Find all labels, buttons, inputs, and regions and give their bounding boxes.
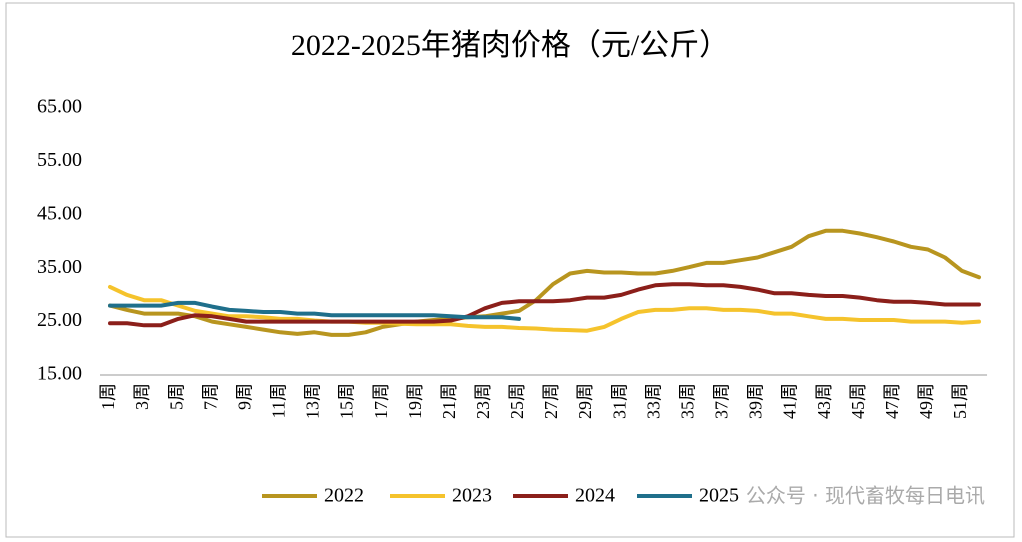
x-tick-label: 5周	[166, 383, 186, 410]
x-tick-label: 15周	[337, 383, 357, 419]
chart-title: 2022-2025年猪肉价格（元/公斤）	[291, 29, 729, 62]
x-tick-label: 37周	[712, 383, 732, 419]
watermark: 公众号 · 现代畜牧每日电讯	[746, 484, 985, 508]
x-tick-label: 7周	[200, 383, 220, 410]
x-tick-label: 1周	[98, 383, 118, 410]
x-tick-label: 43周	[814, 383, 834, 419]
x-tick-label: 17周	[371, 383, 391, 419]
x-tick-label: 3周	[132, 383, 152, 410]
x-tick-label: 49周	[916, 383, 936, 419]
x-tick-label: 21周	[439, 383, 459, 419]
x-tick-label: 33周	[643, 383, 663, 419]
x-tick-label: 47周	[882, 383, 902, 419]
x-tick-label: 13周	[303, 383, 323, 419]
legend-label: 2024	[575, 485, 615, 507]
y-tick-label: 15.00	[37, 363, 82, 385]
y-tick-label: 35.00	[37, 256, 82, 278]
x-tick-label: 41周	[780, 383, 800, 419]
x-tick-label: 19周	[405, 383, 425, 419]
y-tick-label: 55.00	[37, 149, 82, 171]
legend-label: 2023	[452, 485, 492, 507]
x-tick-label: 39周	[746, 383, 766, 419]
x-tick-label: 11周	[269, 383, 289, 418]
y-tick-label: 45.00	[37, 202, 82, 224]
legend-label: 2025	[699, 485, 739, 507]
series-line	[108, 282, 981, 328]
legend-label: 2022	[324, 485, 364, 507]
x-tick-label: 51周	[950, 383, 970, 419]
x-tick-label: 31周	[609, 383, 629, 419]
series-line	[108, 300, 521, 321]
x-tick-label: 25周	[507, 383, 527, 419]
x-tick-label: 29周	[575, 383, 595, 419]
y-tick-label: 25.00	[37, 309, 82, 331]
chart-border	[5, 2, 1015, 538]
x-tick-label: 9周	[234, 383, 254, 410]
x-tick-label: 35周	[677, 383, 697, 419]
y-tick-label: 65.00	[37, 96, 82, 118]
series-line	[108, 228, 981, 337]
x-tick-label: 23周	[473, 383, 493, 419]
x-tick-label: 45周	[848, 383, 868, 419]
x-tick-label: 27周	[541, 383, 561, 419]
series-line	[108, 284, 981, 333]
